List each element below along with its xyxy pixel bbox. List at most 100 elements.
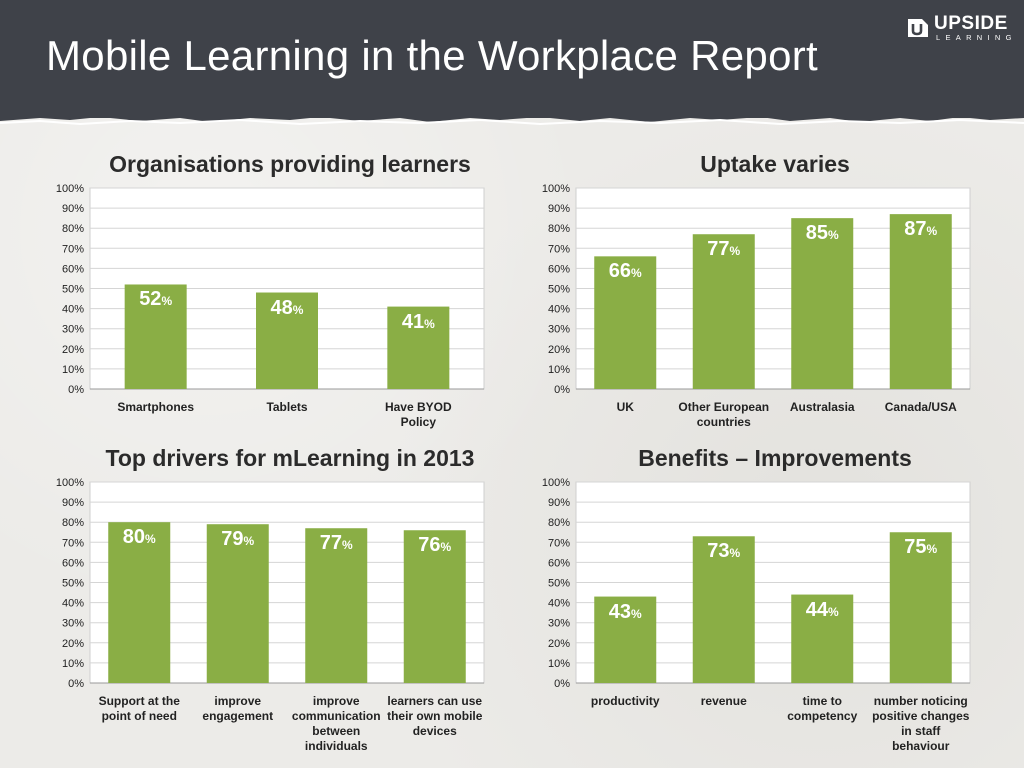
bar <box>791 218 854 389</box>
data-label-percent: % <box>243 534 255 549</box>
torn-edge <box>0 112 1024 126</box>
x-category-label: Australasia <box>789 400 855 414</box>
y-tick-label: 80% <box>62 517 84 529</box>
x-category-label: Other European countries <box>678 400 770 429</box>
y-tick-label: 10% <box>62 658 84 670</box>
y-tick-label: 90% <box>548 203 570 215</box>
y-tick-label: 20% <box>548 344 570 356</box>
data-label: 66% <box>585 260 665 284</box>
data-label-value: 87 <box>904 218 927 241</box>
y-tick-label: 50% <box>62 284 84 296</box>
data-label-percent: % <box>926 542 938 557</box>
chart-title: Uptake varies <box>700 151 850 177</box>
data-label: 87% <box>881 218 961 242</box>
data-label: 79% <box>198 528 278 552</box>
x-category-label: number noticing positive changes in staf… <box>872 694 970 753</box>
data-label-value: 44 <box>805 598 829 621</box>
bar <box>791 594 854 683</box>
bar <box>692 536 755 683</box>
data-label-value: 77 <box>707 238 730 261</box>
data-label: 44% <box>782 599 862 623</box>
data-label-percent: % <box>161 294 173 309</box>
chart-title: Top drivers for mLearning in 2013 <box>105 445 475 471</box>
x-category-label: Support at the point of need <box>98 694 180 723</box>
y-tick-label: 50% <box>62 578 84 590</box>
x-category-label: improve engagement <box>202 694 274 723</box>
logo-subtitle: LEARNING <box>936 33 1017 42</box>
y-tick-label: 0% <box>554 384 570 396</box>
bar <box>889 214 952 389</box>
data-label: 43% <box>585 601 665 625</box>
data-label-value: 73 <box>707 540 730 563</box>
x-category-label: revenue <box>700 694 747 708</box>
y-tick-label: 0% <box>68 384 84 396</box>
data-label-value: 77 <box>319 532 343 555</box>
data-label: 76% <box>395 534 475 558</box>
data-label-percent: % <box>292 302 304 317</box>
bar <box>305 528 368 683</box>
y-tick-label: 100% <box>56 477 84 489</box>
y-tick-label: 100% <box>542 183 570 195</box>
data-label: 77% <box>684 238 764 262</box>
data-label-percent: % <box>926 224 938 239</box>
data-label-percent: % <box>440 540 452 555</box>
x-category-label: improve communication between individual… <box>291 694 381 753</box>
page-title: Mobile Learning in the Workplace Report <box>46 32 819 79</box>
y-tick-label: 40% <box>62 304 84 316</box>
chart-title: Benefits – Improvements <box>638 445 912 471</box>
bar <box>594 256 657 389</box>
y-tick-label: 0% <box>554 678 570 690</box>
y-tick-label: 0% <box>68 678 84 690</box>
y-tick-label: 80% <box>548 223 570 235</box>
data-label-percent: % <box>631 266 642 281</box>
data-label-value: 52 <box>139 288 162 311</box>
y-tick-label: 60% <box>548 263 570 275</box>
y-tick-label: 90% <box>62 497 84 509</box>
x-category-label: learners can use their own mobile device… <box>387 694 483 738</box>
data-label-value: 43 <box>608 600 632 623</box>
y-tick-label: 70% <box>548 243 570 255</box>
data-label: 80% <box>99 526 179 550</box>
data-label: 41% <box>378 311 458 335</box>
bar <box>206 524 269 683</box>
y-tick-label: 20% <box>548 638 570 650</box>
y-tick-label: 80% <box>62 223 84 235</box>
data-label: 75% <box>881 536 961 560</box>
y-tick-label: 60% <box>62 557 84 569</box>
y-tick-label: 70% <box>548 537 570 549</box>
bar <box>256 292 318 389</box>
brand-logo: UPSIDE LEARNING <box>905 13 1017 44</box>
data-label-percent: % <box>828 604 839 619</box>
y-tick-label: 60% <box>548 557 570 569</box>
y-tick-label: 10% <box>548 658 570 670</box>
x-category-label: Have BYOD Policy <box>384 400 452 429</box>
y-tick-label: 50% <box>548 284 570 296</box>
y-tick-label: 100% <box>56 183 84 195</box>
x-category-label: Smartphones <box>117 400 194 414</box>
data-label-value: 48 <box>270 296 293 319</box>
y-tick-label: 30% <box>62 324 84 336</box>
y-tick-label: 30% <box>62 618 84 630</box>
y-tick-label: 30% <box>548 618 570 630</box>
data-label-percent: % <box>424 316 435 331</box>
data-label-percent: % <box>145 532 156 547</box>
y-tick-label: 40% <box>548 598 570 610</box>
upside-logo-icon <box>908 19 928 37</box>
data-label: 73% <box>684 540 764 564</box>
x-category-label: time to competency <box>787 694 858 723</box>
bar <box>108 522 171 683</box>
y-tick-label: 70% <box>62 243 84 255</box>
data-label-value: 76 <box>418 534 441 557</box>
data-label-value: 79 <box>221 528 244 551</box>
bar <box>124 284 187 389</box>
y-tick-label: 10% <box>62 364 84 376</box>
data-label-percent: % <box>729 244 741 259</box>
y-tick-label: 40% <box>62 598 84 610</box>
data-label-percent: % <box>631 606 642 621</box>
y-tick-label: 40% <box>548 304 570 316</box>
data-label-value: 41 <box>401 310 425 333</box>
